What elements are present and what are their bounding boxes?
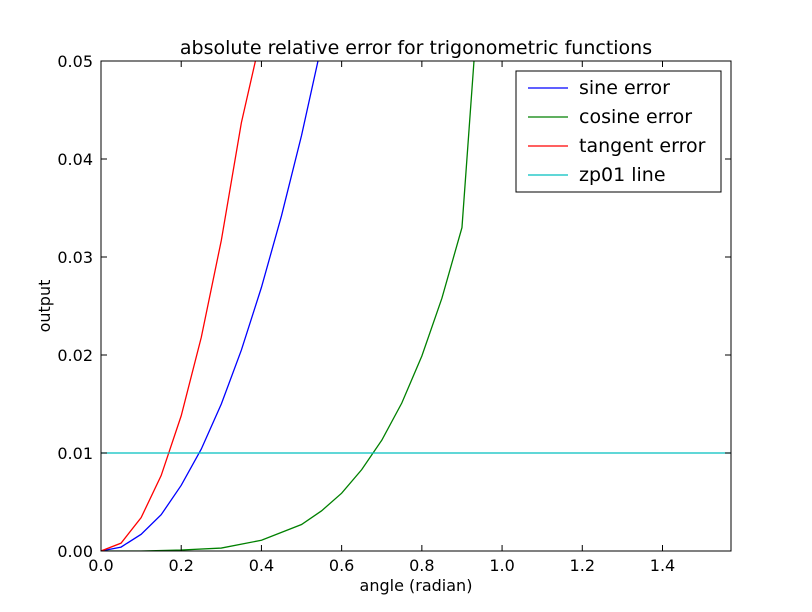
chart-title: absolute relative error for trigonometri…	[180, 37, 652, 59]
legend-label-3: zp01 line	[579, 164, 666, 186]
y-tick-label: 0.00	[57, 542, 93, 561]
x-tick-label: 1.2	[570, 556, 595, 575]
legend-label-1: cosine error	[579, 106, 692, 128]
x-tick-label: 0.0	[88, 556, 113, 575]
x-tick-label: 0.6	[329, 556, 354, 575]
x-tick-label: 0.2	[168, 556, 193, 575]
x-tick-label: 0.4	[249, 556, 274, 575]
y-tick-label: 0.03	[57, 248, 93, 267]
x-axis-label: angle (radian)	[360, 576, 473, 595]
legend: sine error cosine error tangent error zp01 …	[515, 70, 722, 193]
plot-area	[101, 61, 731, 551]
series-line-1	[101, 61, 475, 551]
x-tick-label: 1.4	[650, 556, 675, 575]
y-axis-label: output	[35, 280, 54, 333]
plot-frame	[100, 60, 732, 552]
series-line-0	[101, 61, 319, 551]
y-tick-label: 0.05	[57, 52, 93, 71]
series-line-2	[101, 61, 257, 551]
y-tick-label: 0.02	[57, 346, 93, 365]
y-tick-label: 0.04	[57, 150, 93, 169]
legend-label-0: sine error	[579, 77, 670, 99]
y-tick-label: 0.01	[57, 444, 93, 463]
legend-box	[515, 70, 722, 193]
x-tick-label: 0.8	[409, 556, 434, 575]
legend-label-2: tangent error	[579, 135, 706, 157]
axis-ticks: 0.0 0.2 0.4 0.6 0.8 1.0 1.2 1.4 0.00 0.01 0.02 0.03…	[57, 52, 731, 575]
x-tick-label: 1.0	[489, 556, 514, 575]
